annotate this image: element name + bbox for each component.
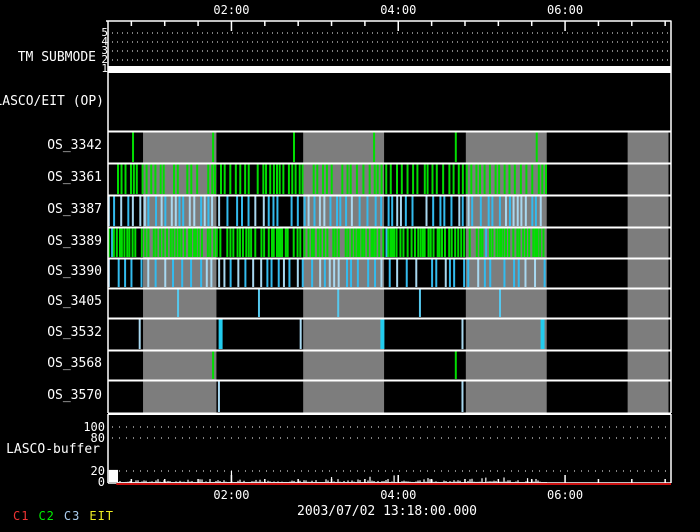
legend-item-c2: C2 xyxy=(38,509,55,523)
os-row-label: OS_3342 xyxy=(47,138,102,153)
gray-band xyxy=(627,132,669,413)
os-row-label: OS_3570 xyxy=(47,387,102,403)
submode-ytick-label: 1 xyxy=(101,62,108,75)
buffer-time-tick-label: 04:00 xyxy=(380,488,417,502)
buffer-initial-block xyxy=(108,469,119,482)
legend-item-eit: EIT xyxy=(89,509,115,523)
os-row-label: OS_3387 xyxy=(47,202,102,217)
lasco-eit-op-row-label: LASCO/EIT (OP) xyxy=(0,94,104,109)
instrument-legend: C1 C2 C3 EIT xyxy=(13,509,114,523)
submode-ytick-label: 5 xyxy=(101,26,108,39)
gray-band xyxy=(143,132,217,413)
time-tick-label: 06:00 xyxy=(547,3,584,17)
timestamp-label: 2003/07/02 13:18:00.000 xyxy=(296,504,478,519)
os-row-label: OS_3390 xyxy=(47,264,102,279)
buffer-ytick-label: 20 xyxy=(90,464,105,478)
buffer-ytick-label: 0 xyxy=(97,475,105,489)
legend-item-c1: C1 xyxy=(13,509,30,523)
gray-band xyxy=(303,132,385,413)
buffer-ytick-label: 80 xyxy=(90,431,105,445)
time-tick-label: 04:00 xyxy=(380,3,417,17)
submode-ytick-label: 2 xyxy=(101,53,108,66)
tm-submode-row-label: TM SUBMODE xyxy=(17,50,96,65)
submode-ytick-label: 3 xyxy=(101,44,108,57)
os-row-label: OS_3532 xyxy=(47,325,102,340)
os-row-label: OS_3568 xyxy=(47,356,102,371)
legend-item-c3: C3 xyxy=(63,509,81,523)
os-row-label: OS_3389 xyxy=(47,233,102,249)
os-row-label: OS_3361 xyxy=(47,170,102,185)
lasco-buffer-row-label: LASCO-buffer xyxy=(6,442,100,457)
os-row-label: OS_3405 xyxy=(47,294,102,309)
buffer-time-tick-label: 02:00 xyxy=(213,488,250,502)
submode-value-bar xyxy=(108,66,671,73)
time-tick-label: 02:00 xyxy=(213,3,250,17)
submode-ytick-label: 4 xyxy=(101,35,108,48)
buffer-ytick-label: 100 xyxy=(83,420,105,434)
buffer-time-tick-label: 06:00 xyxy=(547,488,584,502)
